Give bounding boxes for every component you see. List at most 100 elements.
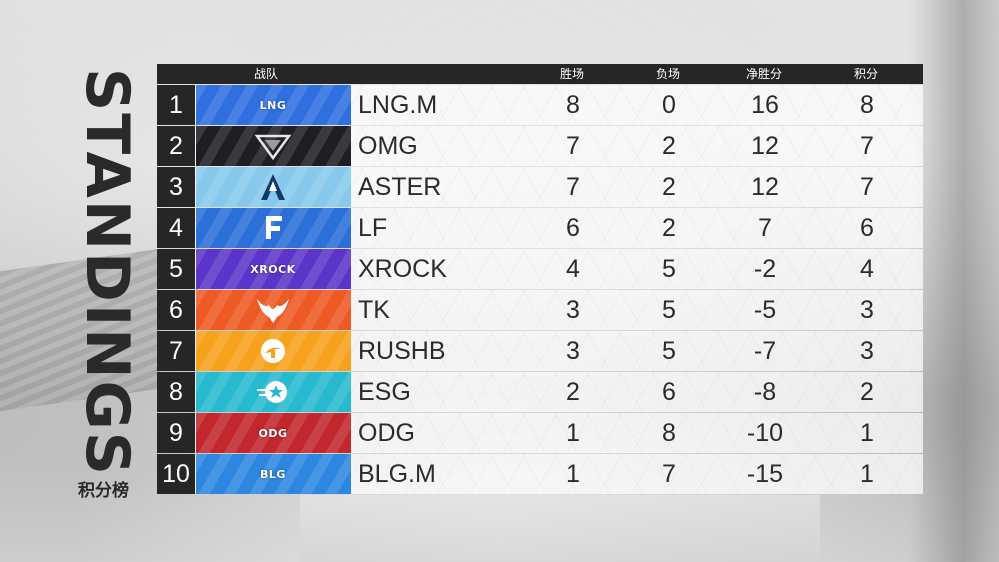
points-cell: 4	[860, 255, 874, 283]
table-row: 9 ODG ODG 1 8 -10 1	[157, 413, 923, 453]
net-cell: -8	[753, 378, 777, 406]
standings-table: 战队 胜场 负场 净胜分 积分 1 LNG LNG.M 8 0 16 8 2 O…	[157, 64, 923, 494]
wins-cell: 7	[566, 173, 580, 201]
team-name: XROCK	[358, 255, 447, 283]
team-name: ASTER	[358, 173, 442, 201]
team-name: RUSHB	[358, 337, 446, 365]
rank-cell: 1	[157, 85, 195, 125]
points-cell: 1	[860, 419, 874, 447]
tk-logo-icon	[248, 295, 298, 325]
table-header: 战队 胜场 负场 净胜分 积分	[157, 64, 923, 84]
team-name: TK	[358, 296, 390, 324]
team-logo	[196, 372, 351, 412]
net-cell: -7	[753, 337, 777, 365]
losses-cell: 2	[662, 173, 676, 201]
header-points: 积分	[854, 67, 879, 81]
losses-cell: 5	[662, 296, 676, 324]
standings-title-text: STANDINGS	[72, 68, 142, 477]
points-cell: 7	[860, 132, 874, 160]
losses-cell: 6	[662, 378, 676, 406]
net-cell: -10	[746, 419, 784, 447]
rank-cell: 5	[157, 249, 195, 289]
net-cell: 7	[758, 214, 772, 242]
table-row: 2 OMG 7 2 12 7	[157, 126, 923, 166]
points-cell: 1	[860, 460, 874, 488]
blg-logo-icon: BLG	[260, 467, 286, 481]
table-body: 1 LNG LNG.M 8 0 16 8 2 OMG 7 2 12 7 3 AS…	[157, 85, 923, 494]
rank-cell: 8	[157, 372, 195, 412]
team-logo: LNG	[196, 85, 351, 125]
team-logo	[196, 167, 351, 207]
wins-cell: 1	[566, 419, 580, 447]
team-name: ODG	[358, 419, 415, 447]
points-cell: 3	[860, 296, 874, 324]
net-cell: 16	[751, 91, 779, 119]
rank-cell: 7	[157, 331, 195, 371]
standings-subtitle: 积分榜	[78, 481, 129, 501]
losses-cell: 0	[662, 91, 676, 119]
losses-cell: 5	[662, 337, 676, 365]
net-cell: -2	[753, 255, 777, 283]
lng-logo-icon: LNG	[259, 98, 287, 112]
rank-cell: 4	[157, 208, 195, 248]
table-row: 5 XROCK XROCK 4 5 -2 4	[157, 249, 923, 289]
table-row: 10 BLG BLG.M 1 7 -15 1	[157, 454, 923, 494]
wins-cell: 8	[566, 91, 580, 119]
team-logo: ODG	[196, 413, 351, 453]
team-name: OMG	[358, 132, 418, 160]
lf-logo-icon	[248, 213, 298, 243]
header-wins: 胜场	[560, 67, 585, 81]
wins-cell: 2	[566, 378, 580, 406]
team-name: BLG.M	[358, 460, 436, 488]
table-row: 3 ASTER 7 2 12 7	[157, 167, 923, 207]
team-logo: BLG	[196, 454, 351, 494]
net-cell: 12	[751, 173, 779, 201]
team-logo	[196, 126, 351, 166]
odg-logo-icon: ODG	[258, 426, 288, 440]
table-row: 8 ESG 2 6 -8 2	[157, 372, 923, 412]
net-cell: -5	[753, 296, 777, 324]
points-cell: 3	[860, 337, 874, 365]
losses-cell: 2	[662, 214, 676, 242]
standings-title: STANDINGS	[72, 68, 142, 477]
team-name: LF	[358, 214, 388, 242]
rushb-logo-icon	[248, 336, 298, 366]
net-cell: -15	[746, 460, 784, 488]
esg-logo-icon	[248, 377, 298, 407]
wins-cell: 6	[566, 214, 580, 242]
wins-cell: 4	[566, 255, 580, 283]
losses-cell: 7	[662, 460, 676, 488]
team-name: LNG.M	[358, 91, 438, 119]
team-logo	[196, 331, 351, 371]
losses-cell: 5	[662, 255, 676, 283]
background-tree	[909, 0, 999, 562]
header-team: 战队	[254, 67, 279, 81]
table-row: 1 LNG LNG.M 8 0 16 8	[157, 85, 923, 125]
losses-cell: 8	[662, 419, 676, 447]
rank-cell: 10	[157, 454, 195, 494]
wins-cell: 3	[566, 296, 580, 324]
points-cell: 6	[860, 214, 874, 242]
wins-cell: 1	[566, 460, 580, 488]
wins-cell: 7	[566, 132, 580, 160]
net-cell: 12	[751, 132, 779, 160]
wins-cell: 3	[566, 337, 580, 365]
table-row: 7 RUSHB 3 5 -7 3	[157, 331, 923, 371]
team-logo: XROCK	[196, 249, 351, 289]
table-row: 6 TK 3 5 -5 3	[157, 290, 923, 330]
losses-cell: 2	[662, 132, 676, 160]
xrock-logo-icon: XROCK	[250, 262, 296, 276]
omg-logo-icon	[248, 131, 298, 161]
rank-cell: 3	[157, 167, 195, 207]
team-name: ESG	[358, 378, 411, 406]
header-losses: 负场	[656, 67, 681, 81]
team-logo	[196, 290, 351, 330]
rank-cell: 2	[157, 126, 195, 166]
header-net: 净胜分	[746, 67, 783, 81]
points-cell: 8	[860, 91, 874, 119]
points-cell: 7	[860, 173, 874, 201]
rank-cell: 6	[157, 290, 195, 330]
points-cell: 2	[860, 378, 874, 406]
aster-logo-icon	[248, 172, 298, 202]
background-path	[300, 495, 820, 562]
